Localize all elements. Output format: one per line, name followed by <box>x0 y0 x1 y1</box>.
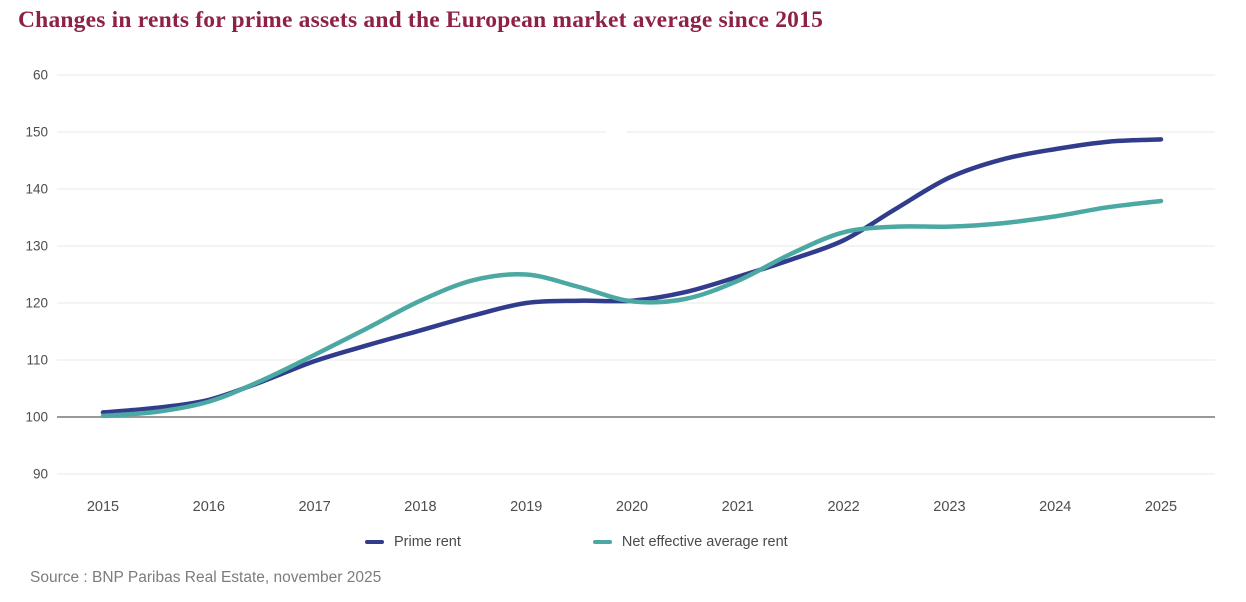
x-axis-tick-label: 2015 <box>87 499 119 515</box>
y-axis-tick-label: 110 <box>26 353 48 368</box>
x-axis-tick-label: 2017 <box>298 499 330 515</box>
x-axis-tick-label: 2022 <box>827 499 859 515</box>
source-note: Source : BNP Paribas Real Estate, novemb… <box>30 569 382 586</box>
legend-label-net-effective-average-rent: Net effective average rent <box>621 534 788 550</box>
net-effective-average-rent-line[interactable] <box>100 198 1164 419</box>
page-title: Changes in rents for prime assets and th… <box>18 7 824 33</box>
legend-item-net-effective-average-rent[interactable]: Net effective average rent <box>592 534 788 550</box>
x-axis-tick-label: 2016 <box>193 499 225 515</box>
rent-index-line-chart: 60 150 140 130 120 110 100 90 2015 2016 2017 2018 20… <box>25 68 1215 515</box>
gridline-gap-artifact <box>606 129 627 135</box>
prime-rent-line[interactable] <box>100 137 1164 415</box>
y-axis-tick-label: 100 <box>25 410 48 425</box>
y-axis-tick-label: 60 <box>33 68 48 83</box>
y-axis-tick-label: 90 <box>33 467 48 482</box>
x-axis-tick-label: 2023 <box>933 499 965 515</box>
x-axis-tick-label: 2019 <box>510 499 542 515</box>
chart-legend: Prime rent Net effective average rent <box>365 532 788 552</box>
net-effective-average-rent-line-swatch-icon <box>592 540 612 544</box>
x-axis-tick-label: 2025 <box>1145 499 1177 515</box>
legend-label-prime-rent: Prime rent <box>394 534 461 550</box>
x-axis-tick-label: 2021 <box>722 499 754 515</box>
legend-item-prime-rent[interactable]: Prime rent <box>365 534 461 550</box>
y-axis-tick-label: 140 <box>25 182 48 197</box>
x-axis-tick-label: 2020 <box>616 499 648 515</box>
y-axis-tick-label: 150 <box>25 125 48 140</box>
x-axis-tick-label: 2024 <box>1039 499 1071 515</box>
x-axis-tick-label: 2018 <box>404 499 436 515</box>
y-axis-tick-label: 120 <box>25 296 48 311</box>
y-axis-tick-label: 130 <box>25 239 48 254</box>
prime-rent-line-swatch-icon <box>365 540 384 544</box>
